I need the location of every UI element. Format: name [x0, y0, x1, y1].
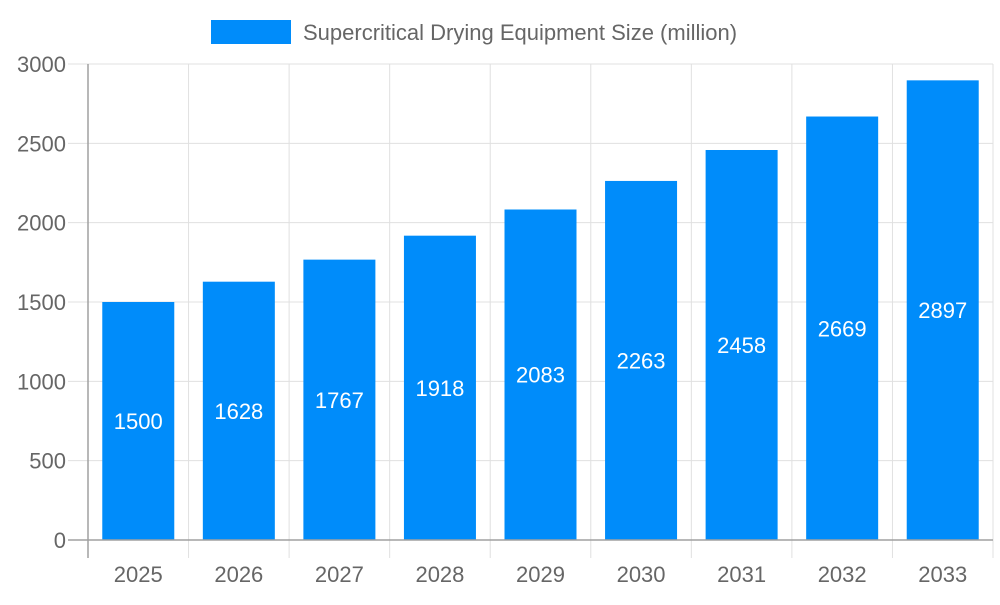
x-tick-label: 2026: [214, 562, 263, 587]
x-tick-label: 2031: [717, 562, 766, 587]
x-tick-label: 2025: [114, 562, 163, 587]
data-label: 2669: [818, 316, 867, 341]
y-tick-label: 500: [29, 449, 66, 474]
bar-2032: [806, 116, 879, 540]
x-tick-label: 2029: [516, 562, 565, 587]
axes: [68, 64, 993, 558]
bar-2027: [303, 259, 376, 540]
data-label: 1500: [114, 409, 163, 434]
bar-2033: [906, 80, 979, 541]
bar-2025: [102, 302, 175, 540]
y-tick-label: 1500: [17, 290, 66, 315]
data-label: 1918: [415, 376, 464, 401]
x-tick-label: 2033: [918, 562, 967, 587]
x-tick-label: 2027: [315, 562, 364, 587]
y-tick-label: 2500: [17, 131, 66, 156]
y-tick-label: 1000: [17, 369, 66, 394]
data-label: 2083: [516, 363, 565, 388]
bar-2029: [504, 209, 577, 541]
y-tick-label: 2000: [17, 211, 66, 236]
data-label: 2458: [717, 333, 766, 358]
bar-2031: [705, 149, 778, 541]
bar-2030: [605, 180, 678, 541]
bar-2026: [202, 281, 275, 540]
legend-label: Supercritical Drying Equipment Size (mil…: [303, 20, 737, 45]
data-label: 2263: [617, 348, 666, 373]
x-tick-label: 2032: [818, 562, 867, 587]
x-tick-label: 2030: [617, 562, 666, 587]
data-label: 2897: [918, 298, 967, 323]
x-tick-label: 2028: [415, 562, 464, 587]
legend: Supercritical Drying Equipment Size (mil…: [211, 20, 737, 45]
bar-2028: [403, 235, 476, 540]
bars: [102, 80, 979, 541]
labels: 0 500 1000 1500 2000 2500 3000 1500 2025 1628 2026…: [17, 52, 967, 587]
data-label: 1767: [315, 388, 364, 413]
data-label: 1628: [214, 399, 263, 424]
legend-swatch: [211, 20, 291, 44]
y-tick-label: 3000: [17, 52, 66, 77]
y-tick-label: 0: [54, 528, 66, 553]
